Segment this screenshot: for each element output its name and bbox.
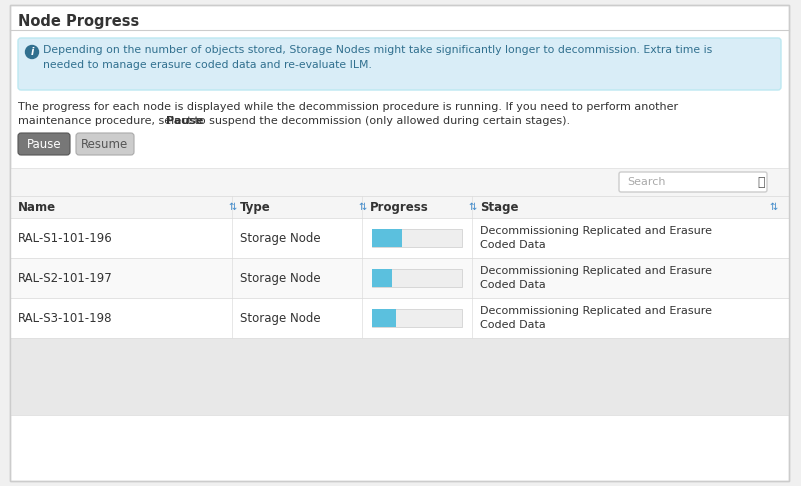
Text: Storage Node: Storage Node — [240, 312, 320, 325]
FancyBboxPatch shape — [18, 133, 70, 155]
Text: Pause: Pause — [26, 138, 62, 151]
Text: to suspend the decommission (only allowed during certain stages).: to suspend the decommission (only allowe… — [191, 116, 570, 126]
Text: Coded Data: Coded Data — [480, 240, 545, 250]
Text: ⌕: ⌕ — [757, 175, 765, 189]
Bar — [10, 168, 789, 196]
Bar — [372, 309, 396, 327]
Text: Stage: Stage — [480, 201, 518, 213]
Bar — [372, 229, 462, 247]
Text: Decommissioning Replicated and Erasure: Decommissioning Replicated and Erasure — [480, 226, 712, 236]
Text: RAL-S1-101-196: RAL-S1-101-196 — [18, 231, 113, 244]
Text: needed to manage erasure coded data and re-evaluate ILM.: needed to manage erasure coded data and … — [43, 60, 372, 70]
Text: Depending on the number of objects stored, Storage Nodes might take significantl: Depending on the number of objects store… — [43, 45, 712, 55]
Text: Progress: Progress — [370, 201, 429, 213]
Bar — [10, 258, 789, 298]
Text: Name: Name — [18, 201, 56, 213]
Text: i: i — [30, 47, 34, 57]
Text: Storage Node: Storage Node — [240, 231, 320, 244]
Text: maintenance procedure, select: maintenance procedure, select — [18, 116, 195, 126]
Text: Node Progress: Node Progress — [18, 14, 139, 29]
Text: Coded Data: Coded Data — [480, 280, 545, 290]
Text: RAL-S3-101-198: RAL-S3-101-198 — [18, 312, 112, 325]
Bar — [10, 218, 789, 258]
Bar — [10, 298, 789, 338]
Text: Resume: Resume — [82, 138, 129, 151]
Text: Decommissioning Replicated and Erasure: Decommissioning Replicated and Erasure — [480, 266, 712, 276]
Text: The progress for each node is displayed while the decommission procedure is runn: The progress for each node is displayed … — [18, 102, 678, 112]
Text: ⇅: ⇅ — [358, 202, 366, 212]
Bar — [10, 196, 789, 218]
Text: ⇅: ⇅ — [769, 202, 777, 212]
Text: Search: Search — [627, 177, 666, 187]
Text: ⇅: ⇅ — [228, 202, 236, 212]
FancyBboxPatch shape — [76, 133, 134, 155]
Text: RAL-S2-101-197: RAL-S2-101-197 — [18, 272, 113, 284]
Text: Storage Node: Storage Node — [240, 272, 320, 284]
Bar — [10, 338, 789, 415]
Bar — [372, 269, 462, 287]
Text: Coded Data: Coded Data — [480, 320, 545, 330]
Circle shape — [26, 46, 38, 58]
FancyBboxPatch shape — [18, 38, 781, 90]
FancyBboxPatch shape — [619, 172, 767, 192]
Bar — [372, 269, 392, 287]
Bar — [372, 229, 401, 247]
Text: Pause: Pause — [166, 116, 203, 126]
Text: Type: Type — [240, 201, 271, 213]
Text: ⇅: ⇅ — [468, 202, 476, 212]
Bar — [372, 309, 462, 327]
Text: Decommissioning Replicated and Erasure: Decommissioning Replicated and Erasure — [480, 306, 712, 316]
